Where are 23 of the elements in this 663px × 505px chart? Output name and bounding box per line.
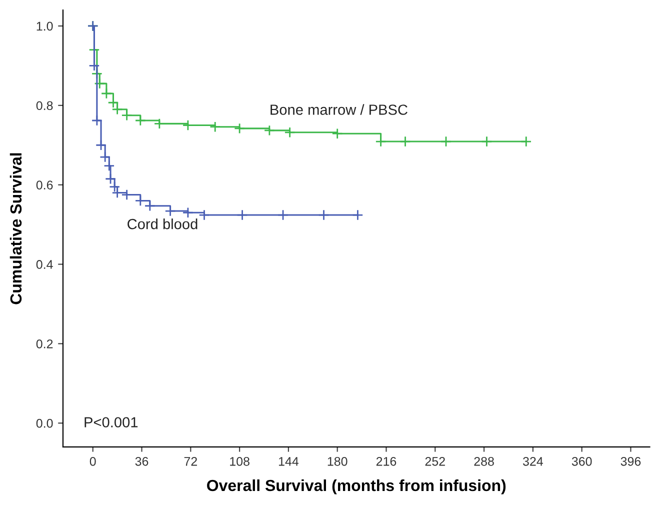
series-label: Bone marrow / PBSC: [270, 104, 408, 115]
x-tick-label: 108: [230, 456, 250, 466]
x-tick-label: 324: [522, 456, 543, 466]
x-tick-label: 252: [425, 456, 445, 466]
x-tick-label: 216: [376, 456, 396, 466]
y-tick-label: 1.0: [36, 22, 53, 31]
annotation: P<0.001: [84, 417, 138, 428]
x-tick-label: 72: [184, 456, 197, 466]
x-tick-label: 144: [278, 457, 299, 466]
x-axis-title: Overall Survival (months from infusion): [207, 479, 506, 494]
y-tick-label: 0.8: [36, 101, 53, 110]
x-tick-label: 396: [620, 456, 641, 466]
y-tick-label: 0.2: [36, 339, 53, 348]
x-tick-label: 180: [328, 456, 348, 466]
x-tick-label: 0: [90, 456, 96, 466]
y-tick-label: 0.0: [36, 418, 53, 428]
y-tick-label: 0.6: [36, 180, 53, 190]
x-tick-label: 360: [572, 456, 592, 466]
y-tick-label: 0.4: [36, 260, 53, 269]
x-tick-label: 36: [135, 456, 148, 466]
series-label: Cord blood: [128, 218, 198, 230]
x-tick-label: 288: [474, 456, 494, 466]
y-axis-title: Cumulative Survival: [10, 153, 22, 304]
